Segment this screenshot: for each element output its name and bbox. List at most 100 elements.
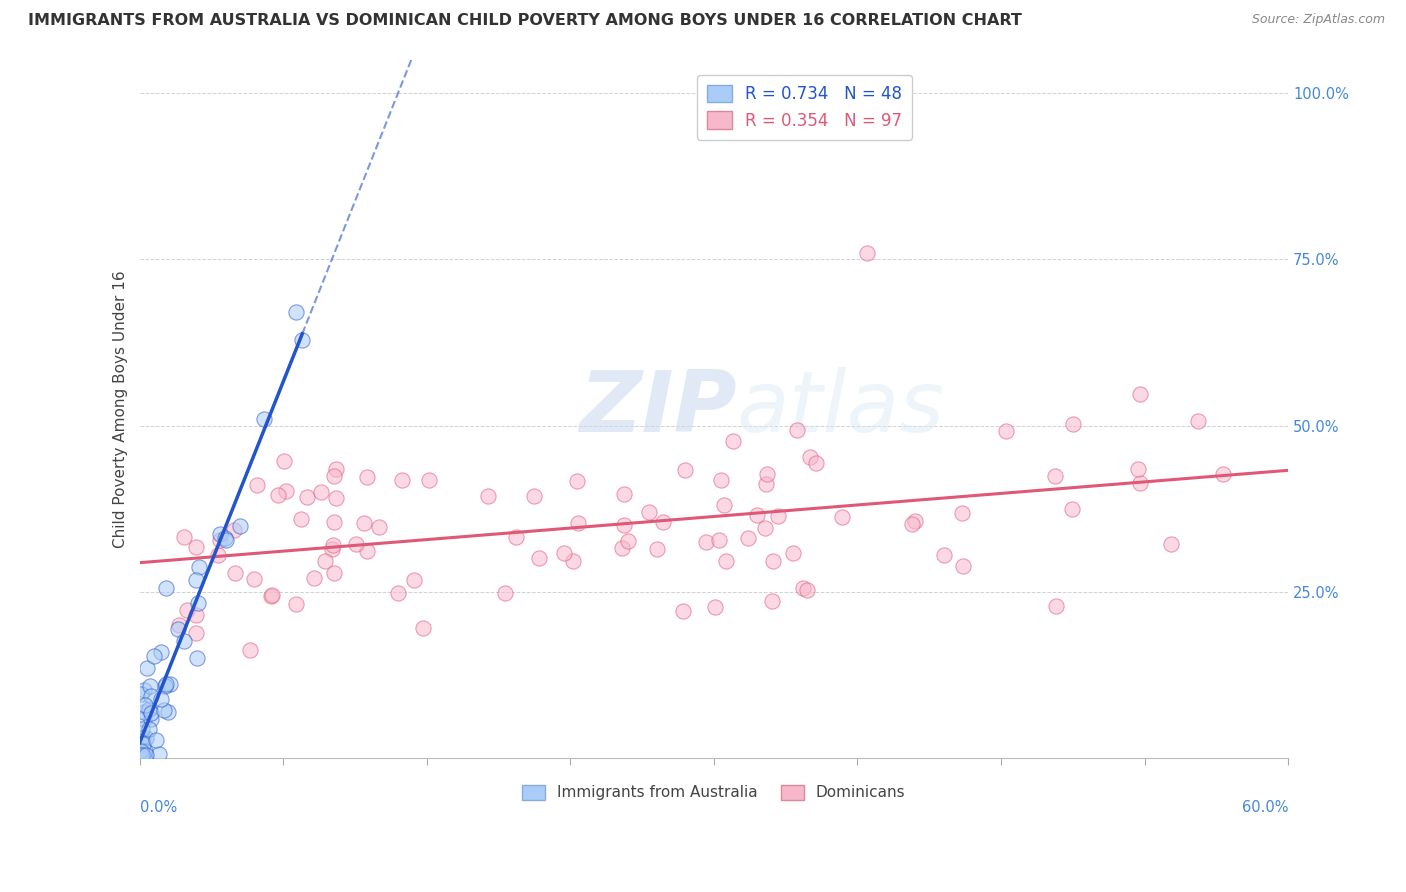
Point — [755, 476, 778, 491]
Point — [322, 538, 344, 552]
Point — [645, 541, 668, 556]
Point — [1062, 417, 1084, 431]
Point — [831, 510, 853, 524]
Point — [184, 573, 207, 587]
Point — [1187, 414, 1209, 428]
Point — [796, 582, 818, 597]
Point — [527, 551, 550, 566]
Point — [148, 747, 170, 761]
Point — [215, 533, 238, 547]
Point — [207, 548, 229, 562]
Point — [141, 706, 163, 721]
Point — [353, 516, 375, 530]
Point — [755, 467, 778, 481]
Point — [173, 634, 195, 648]
Point — [150, 692, 173, 706]
Point — [184, 607, 207, 622]
Text: atlas: atlas — [737, 368, 945, 450]
Point — [291, 333, 314, 347]
Point — [167, 618, 190, 632]
Point — [176, 603, 198, 617]
Point — [143, 648, 166, 663]
Point — [260, 589, 283, 603]
Point — [153, 679, 176, 693]
Point — [242, 572, 264, 586]
Point — [651, 516, 673, 530]
Point — [309, 484, 332, 499]
Point — [786, 423, 808, 437]
Point — [285, 305, 308, 319]
Point — [139, 679, 162, 693]
Point — [132, 747, 155, 762]
Point — [290, 512, 312, 526]
Point — [131, 722, 153, 736]
Y-axis label: Child Poverty Among Boys Under 16: Child Poverty Among Boys Under 16 — [114, 270, 128, 548]
Point — [1212, 467, 1234, 481]
Point — [132, 682, 155, 697]
Point — [134, 747, 156, 762]
Point — [214, 531, 236, 545]
Point — [934, 548, 956, 562]
Point — [710, 473, 733, 487]
Point — [131, 747, 153, 762]
Point — [904, 514, 927, 528]
Point — [505, 530, 527, 544]
Point — [131, 731, 153, 745]
Point — [612, 518, 634, 533]
Point — [209, 533, 232, 547]
Legend: Immigrants from Australia, Dominicans: Immigrants from Australia, Dominicans — [516, 779, 911, 806]
Point — [153, 702, 176, 716]
Point — [1043, 469, 1066, 483]
Point — [737, 531, 759, 545]
Point — [952, 559, 974, 574]
Point — [477, 489, 499, 503]
Point — [314, 554, 336, 568]
Point — [166, 622, 188, 636]
Point — [131, 747, 153, 762]
Point — [224, 566, 246, 580]
Point — [325, 461, 347, 475]
Point — [267, 488, 290, 502]
Point — [950, 507, 973, 521]
Point — [322, 469, 344, 483]
Point — [157, 705, 180, 719]
Point — [703, 600, 725, 615]
Point — [418, 473, 440, 487]
Point — [1060, 501, 1083, 516]
Point — [356, 544, 378, 558]
Point — [222, 524, 245, 538]
Point — [672, 603, 695, 617]
Point — [186, 651, 208, 665]
Point — [253, 411, 276, 425]
Point — [134, 705, 156, 719]
Point — [187, 559, 209, 574]
Point — [159, 677, 181, 691]
Point — [391, 473, 413, 487]
Text: Source: ZipAtlas.com: Source: ZipAtlas.com — [1251, 13, 1385, 27]
Point — [155, 581, 177, 595]
Point — [135, 661, 157, 675]
Point — [994, 424, 1017, 438]
Point — [709, 533, 731, 547]
Point — [131, 687, 153, 701]
Point — [766, 509, 789, 524]
Point — [799, 450, 821, 464]
Point — [567, 516, 589, 530]
Point — [209, 526, 232, 541]
Point — [494, 586, 516, 600]
Point — [134, 712, 156, 726]
Point — [1045, 599, 1067, 613]
Point — [762, 554, 785, 568]
Point — [613, 487, 636, 501]
Point — [138, 701, 160, 715]
Point — [239, 643, 262, 657]
Point — [1129, 386, 1152, 401]
Point — [155, 677, 177, 691]
Point — [131, 731, 153, 745]
Point — [184, 540, 207, 554]
Point — [638, 505, 661, 519]
Point — [404, 573, 426, 587]
Point — [304, 571, 326, 585]
Point — [553, 545, 575, 559]
Point — [295, 491, 318, 505]
